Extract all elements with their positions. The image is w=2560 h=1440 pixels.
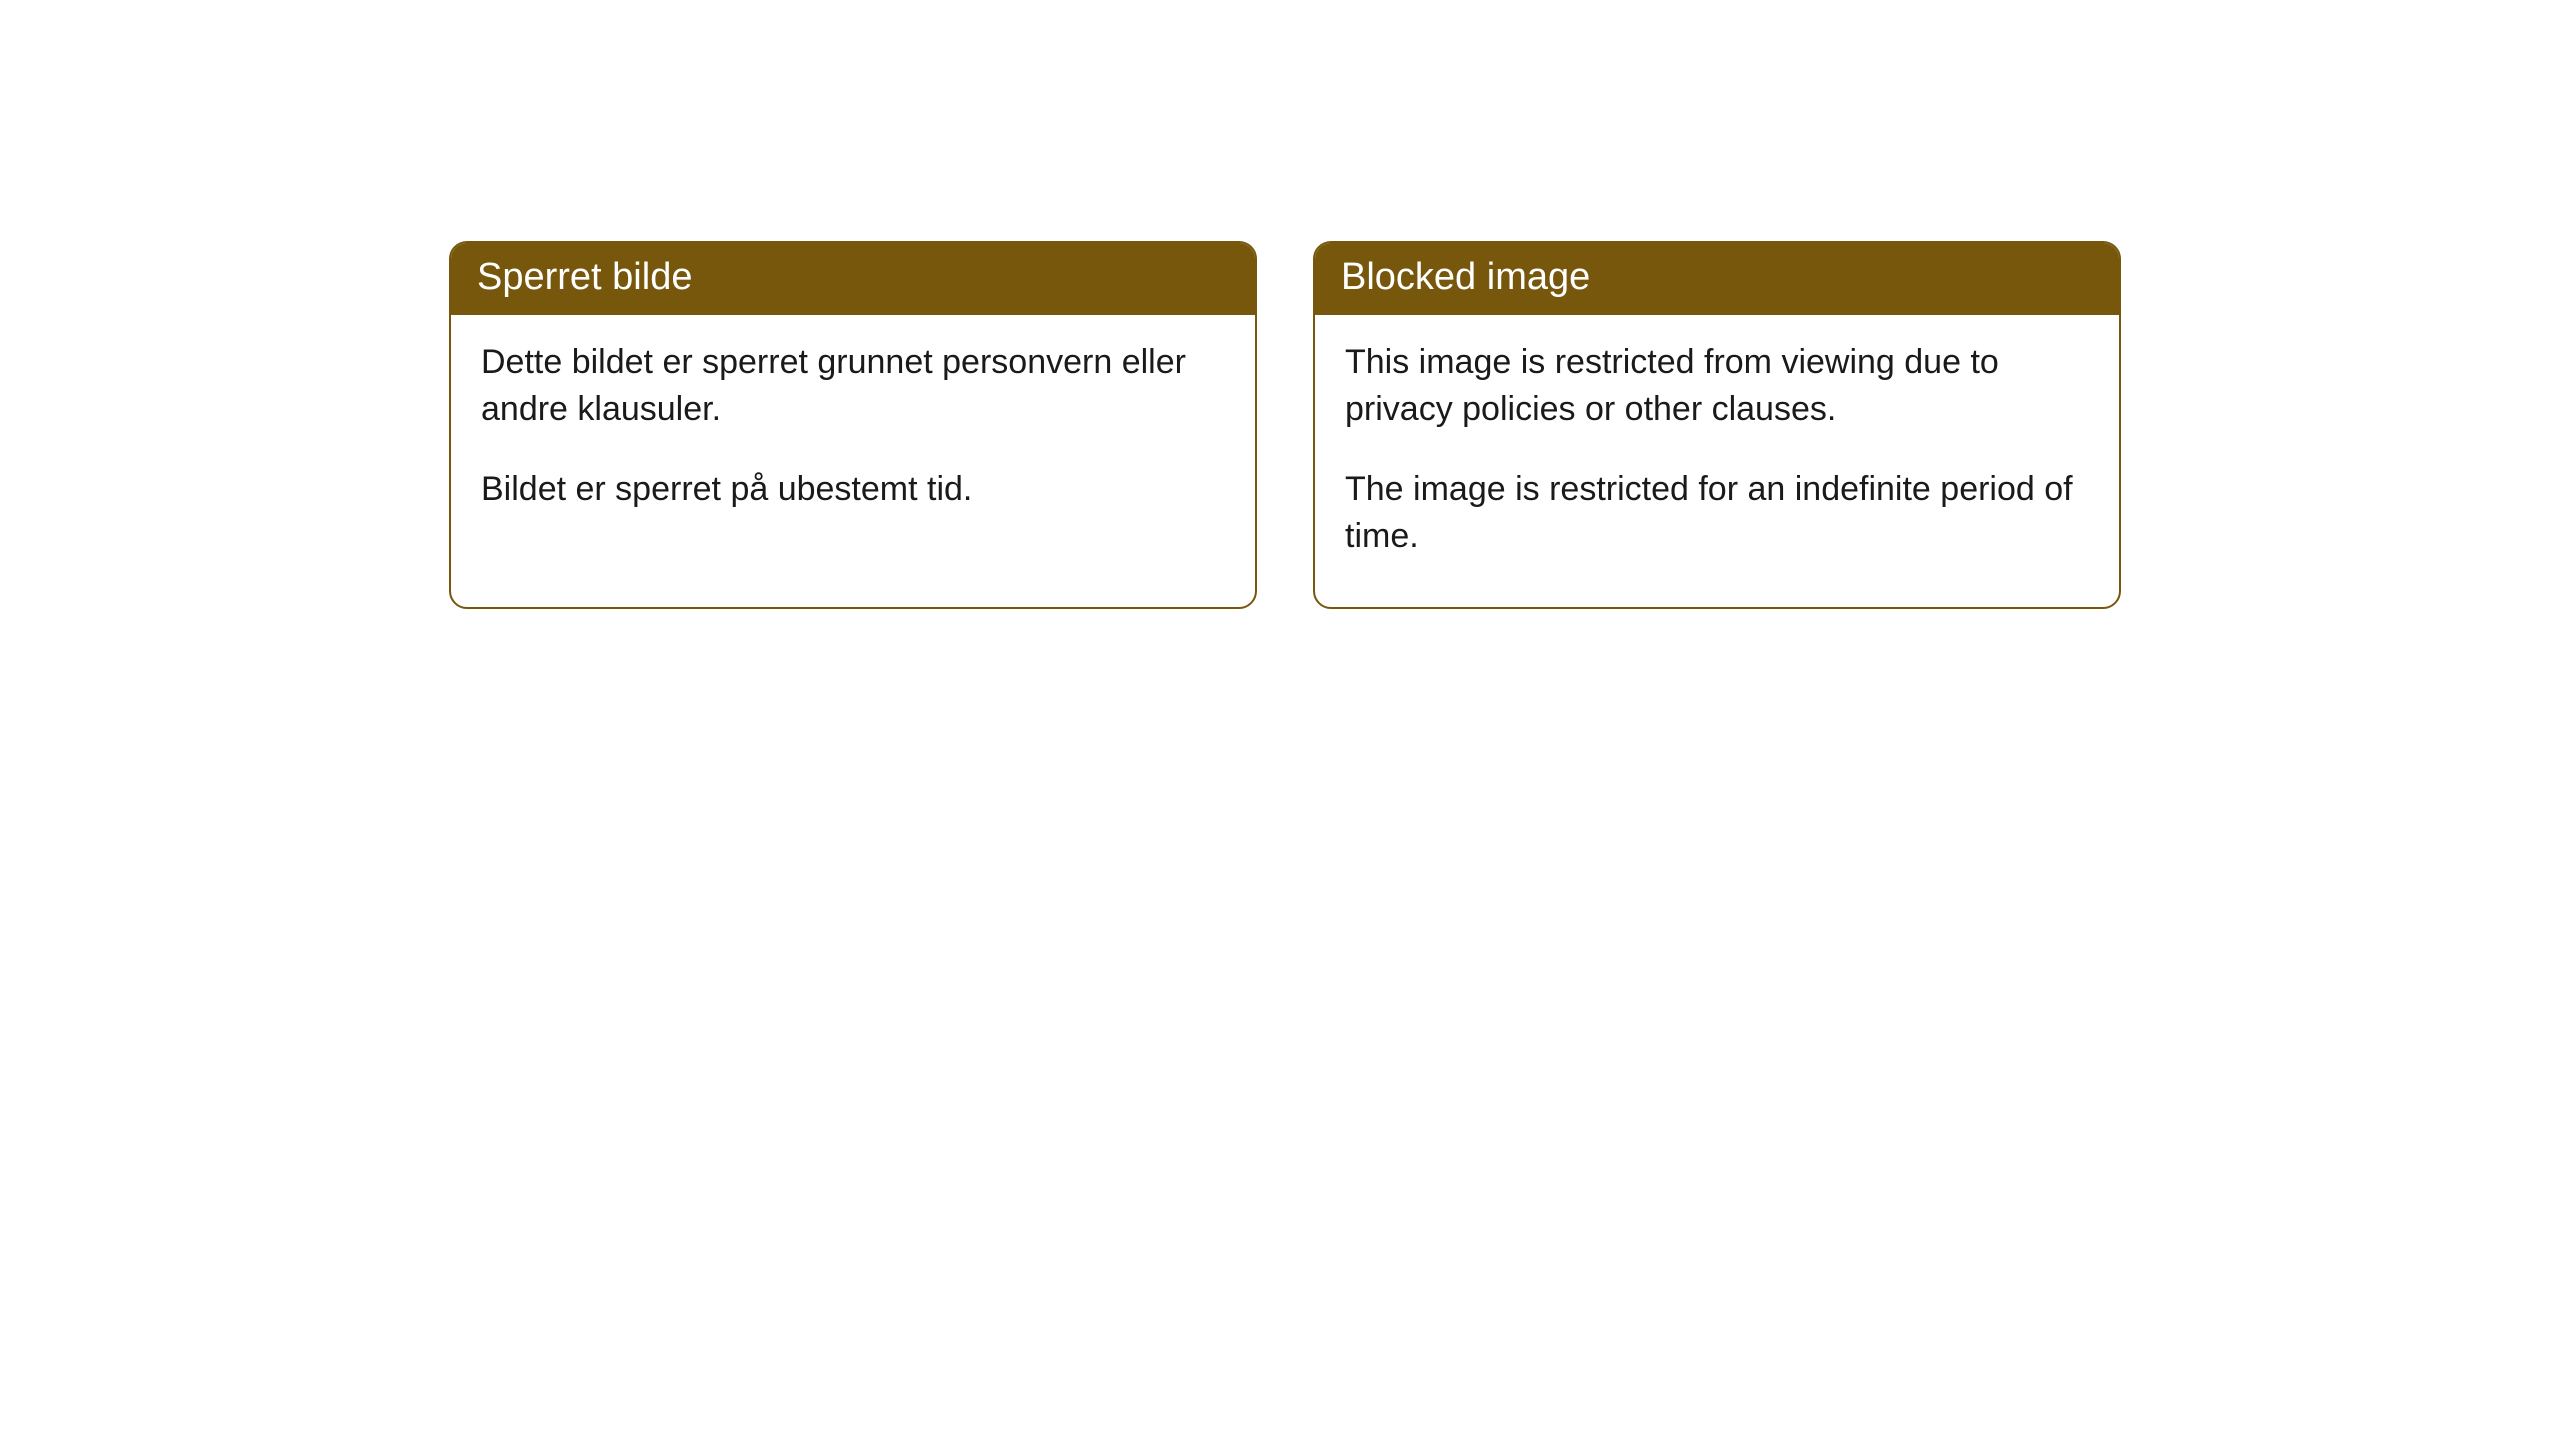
card-container: Sperret bilde Dette bildet er sperret gr… [0, 0, 2560, 609]
card-body-norwegian: Dette bildet er sperret grunnet personve… [451, 315, 1255, 560]
card-body-english: This image is restricted from viewing du… [1315, 315, 2119, 607]
card-text-english-2: The image is restricted for an indefinit… [1345, 466, 2089, 561]
blocked-image-card-norwegian: Sperret bilde Dette bildet er sperret gr… [449, 241, 1257, 609]
blocked-image-card-english: Blocked image This image is restricted f… [1313, 241, 2121, 609]
card-text-english-1: This image is restricted from viewing du… [1345, 339, 2089, 434]
card-header-english: Blocked image [1315, 243, 2119, 315]
card-text-norwegian-1: Dette bildet er sperret grunnet personve… [481, 339, 1225, 434]
card-header-norwegian: Sperret bilde [451, 243, 1255, 315]
card-text-norwegian-2: Bildet er sperret på ubestemt tid. [481, 466, 1225, 514]
